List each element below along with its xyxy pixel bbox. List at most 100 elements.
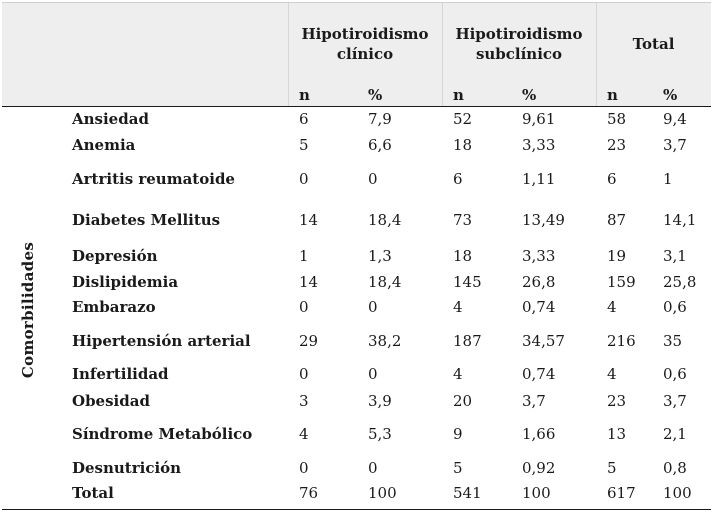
subheader-percent: % [663, 86, 678, 104]
cell-percent: 3,7 [522, 392, 546, 410]
subheader-percent: % [368, 86, 383, 104]
cell-percent: 0,92 [522, 459, 556, 477]
cell-n: 6 [453, 170, 463, 188]
cell-percent: 1,3 [368, 247, 392, 265]
cell-percent: 1 [663, 170, 673, 188]
cell-n: 23 [607, 392, 627, 410]
cell-percent: 3,1 [663, 247, 687, 265]
cell-n: 6 [607, 170, 617, 188]
cell-percent: 0,8 [663, 459, 687, 477]
cell-n: 0 [299, 365, 309, 383]
cell-percent: 100 [368, 484, 397, 502]
cell-percent: 6,6 [368, 136, 392, 154]
cell-n: 58 [607, 110, 627, 128]
cell-percent: 100 [522, 484, 551, 502]
cell-n: 145 [453, 273, 482, 291]
header-bottom-rule [2, 106, 711, 107]
row-label: Anemia [72, 136, 136, 154]
cell-n: 20 [453, 392, 473, 410]
row-label: Infertilidad [72, 365, 169, 383]
cell-n: 4 [299, 425, 309, 443]
group-header-total: Total [632, 35, 675, 53]
row-label: Diabetes Mellitus [72, 211, 221, 229]
cell-n: 3 [299, 392, 309, 410]
cell-n: 23 [607, 136, 627, 154]
cell-percent: 0,74 [522, 298, 556, 316]
cell-percent: 3,7 [663, 136, 687, 154]
row-label: Ansiedad [72, 110, 149, 128]
cell-n: 52 [453, 110, 473, 128]
table-row: Infertilidad 0 0 4 0,74 4 0,6 [2, 365, 711, 385]
cell-n: 5 [607, 459, 617, 477]
group-header-clinico-line2: clínico [336, 45, 394, 63]
cell-n: 5 [299, 136, 309, 154]
group-header-subclinico: Hipotiroidismo subclínico [442, 24, 596, 64]
table-row: Hipertensión arterial 29 38,2 187 34,57 216 35 [2, 332, 711, 352]
cell-percent: 0,6 [663, 365, 687, 383]
cell-n: 76 [299, 484, 319, 502]
header-divider [596, 2, 597, 106]
table-bottom-rule [2, 509, 711, 510]
table-row: Dislipidemia 14 18,4 145 26,8 159 25,8 [2, 273, 711, 293]
cell-percent: 25,8 [663, 273, 697, 291]
cell-percent: 9,61 [522, 110, 556, 128]
group-header-subclinico-line1: Hipotiroidismo [455, 25, 583, 43]
cell-n: 187 [453, 332, 482, 350]
cell-percent: 38,2 [368, 332, 402, 350]
cell-percent: 5,3 [368, 425, 392, 443]
cell-n: 216 [607, 332, 636, 350]
row-label: Desnutrición [72, 459, 182, 477]
cell-n: 87 [607, 211, 627, 229]
table-row: Ansiedad 6 7,9 52 9,61 58 9,4 [2, 110, 711, 130]
header-divider [288, 2, 289, 106]
table-row: Embarazo 0 0 4 0,74 4 0,6 [2, 298, 711, 318]
cell-n: 14 [299, 273, 319, 291]
subheader-n: n [453, 86, 464, 104]
row-label: Total [72, 484, 114, 502]
cell-n: 14 [299, 211, 319, 229]
table-row: Síndrome Metabólico 4 5,3 9 1,66 13 2,1 [2, 425, 711, 445]
cell-percent: 0 [368, 365, 378, 383]
cell-n: 4 [607, 298, 617, 316]
cell-n: 0 [299, 298, 309, 316]
table-header-background [2, 2, 711, 106]
table-row: Depresión 1 1,3 18 3,33 19 3,1 [2, 247, 711, 267]
cell-percent: 100 [663, 484, 692, 502]
group-header-subclinico-line2: subclínico [475, 45, 563, 63]
cell-percent: 34,57 [522, 332, 565, 350]
cell-percent: 0 [368, 170, 378, 188]
cell-percent: 26,8 [522, 273, 556, 291]
cell-n: 73 [453, 211, 473, 229]
cell-n: 6 [299, 110, 309, 128]
cell-n: 159 [607, 273, 636, 291]
cell-n: 18 [453, 247, 473, 265]
cell-n: 541 [453, 484, 482, 502]
cell-n: 5 [453, 459, 463, 477]
cell-percent: 7,9 [368, 110, 392, 128]
cell-n: 1 [299, 247, 309, 265]
cell-percent: 1,66 [522, 425, 556, 443]
cell-n: 18 [453, 136, 473, 154]
cell-percent: 18,4 [368, 273, 402, 291]
subheader-percent: % [522, 86, 537, 104]
subheader-n: n [607, 86, 618, 104]
table-top-border [2, 2, 711, 3]
cell-n: 4 [607, 365, 617, 383]
cell-n: 4 [453, 298, 463, 316]
cell-percent: 0,6 [663, 298, 687, 316]
cell-percent: 3,7 [663, 392, 687, 410]
table-row: Anemia 5 6,6 18 3,33 23 3,7 [2, 136, 711, 156]
cell-n: 617 [607, 484, 636, 502]
group-header-clinico: Hipotiroidismo clínico [288, 24, 442, 64]
row-label: Dislipidemia [72, 273, 179, 291]
row-label: Síndrome Metabólico [72, 425, 253, 443]
cell-n: 4 [453, 365, 463, 383]
row-label: Artritis reumatoide [72, 170, 235, 188]
table-row: Diabetes Mellitus 14 18,4 73 13,49 87 14,1 [2, 211, 711, 231]
row-label: Depresión [72, 247, 158, 265]
cell-n: 9 [453, 425, 463, 443]
cell-n: 0 [299, 170, 309, 188]
cell-percent: 18,4 [368, 211, 402, 229]
cell-percent: 3,33 [522, 136, 556, 154]
cell-percent: 0 [368, 298, 378, 316]
